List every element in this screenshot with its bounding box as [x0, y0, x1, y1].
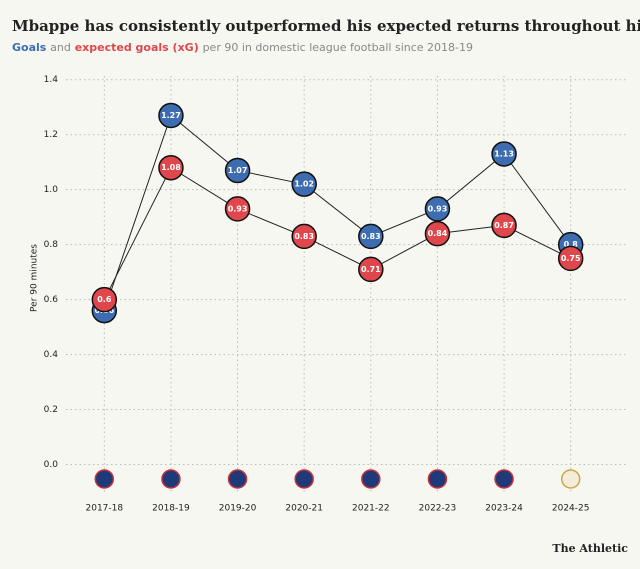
y-tick-label: 1.0 [44, 185, 59, 195]
y-tick-label: 0.4 [44, 350, 59, 360]
y-tick-label: 0.8 [44, 240, 59, 250]
point [424, 220, 451, 247]
point [557, 245, 584, 272]
subtitle-part: Goals [12, 41, 47, 54]
club-badge [294, 469, 314, 489]
point [224, 196, 251, 222]
data-label: 1.13 [494, 149, 514, 158]
y-tick-label: 0.6 [44, 295, 59, 305]
point [291, 171, 317, 197]
data-label: 0.6 [97, 295, 112, 304]
x-tick-label: 2018-19 [152, 504, 190, 514]
club-badge [361, 469, 381, 489]
y-tick-label: 1.4 [44, 75, 59, 85]
subtitle-part: and [50, 41, 71, 54]
data-label: 0.83 [361, 232, 381, 241]
point [224, 157, 251, 184]
data-label: 0.93 [228, 204, 248, 213]
data-label: 0.93 [428, 204, 448, 213]
data-label: 1.02 [294, 180, 314, 189]
subtitle-part: per 90 in domestic league football since… [203, 41, 473, 54]
data-label: 0.87 [494, 221, 514, 230]
club-badge [560, 469, 581, 489]
x-tick-label: 2020-21 [285, 504, 323, 514]
x-tick-label: 2019-20 [219, 504, 257, 514]
y-tick-label: 1.2 [44, 130, 58, 140]
series-line [103, 114, 572, 311]
data-label: 1.27 [161, 111, 181, 120]
data-label: 1.07 [228, 166, 248, 175]
point [91, 286, 118, 313]
point [158, 154, 184, 181]
data-label: 0.84 [428, 229, 448, 238]
data-label: 0.71 [361, 265, 381, 274]
data-label: 0.75 [561, 254, 581, 263]
point [491, 141, 517, 167]
club-badge [94, 469, 115, 489]
point [291, 223, 317, 250]
point [491, 212, 517, 239]
point [358, 256, 384, 283]
y-tick-label: 0.2 [44, 405, 58, 415]
x-tick-label: 2017-18 [86, 504, 124, 514]
source: The Athletic [552, 542, 628, 555]
club-badge [427, 469, 448, 489]
y-tick-label: 0.0 [44, 460, 59, 470]
data-label: 0.8 [564, 240, 579, 249]
y-axis-label: Per 90 minutes [30, 244, 40, 312]
x-tick-label: 2024-25 [552, 504, 590, 514]
x-tick-label: 2021-22 [352, 504, 390, 514]
club-badge [494, 469, 514, 489]
data-label: 1.08 [161, 163, 181, 172]
chart-title: Mbappe has consistently outperformed his… [12, 17, 640, 35]
data-label: 0.83 [294, 232, 314, 241]
subtitle: Goals and expected goals (xG) per 90 in … [12, 41, 473, 54]
club-badge [227, 469, 248, 489]
point [358, 223, 384, 250]
subtitle-part: expected goals (xG) [75, 41, 199, 54]
x-tick-label: 2022-23 [419, 504, 457, 514]
club-badge [161, 469, 181, 489]
point [158, 102, 184, 129]
x-tick-label: 2023-24 [485, 504, 523, 514]
